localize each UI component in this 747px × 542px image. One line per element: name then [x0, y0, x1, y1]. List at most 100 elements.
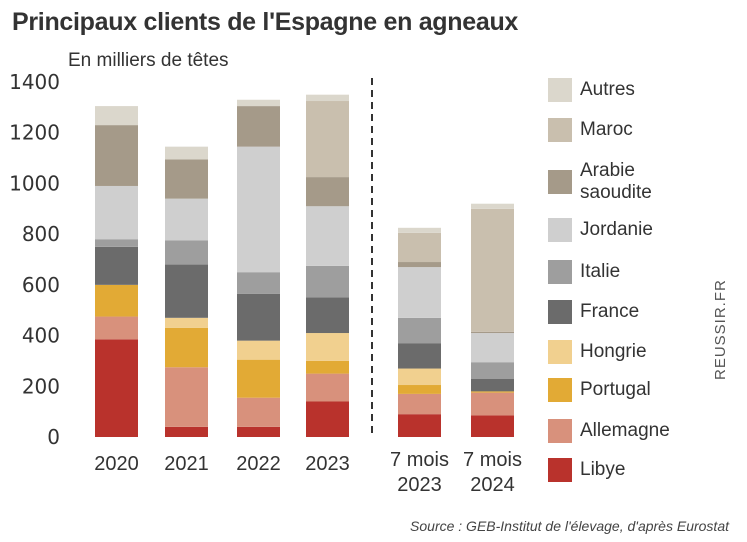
- y-tick-label: 0: [47, 425, 60, 449]
- bar-segment-italie: [398, 317, 441, 344]
- bar-segment-autres: [237, 99, 280, 107]
- legend-label: Arabie saoudite: [580, 160, 652, 203]
- bar-segment-hongrie: [237, 340, 280, 360]
- legend-label: Libye: [580, 459, 626, 480]
- legend-swatch: [548, 378, 572, 402]
- legend-item: Autres: [548, 78, 635, 102]
- legend-swatch: [548, 218, 572, 242]
- bar-segment-libye: [398, 414, 441, 437]
- x-tick-label: 2024: [470, 474, 515, 496]
- bar-segment-libye: [165, 426, 208, 437]
- legend-swatch: [548, 260, 572, 284]
- bar-segment-italie: [237, 272, 280, 294]
- bar-segment-italie: [306, 265, 349, 298]
- legend-swatch: [548, 340, 572, 364]
- legend-item: Libye: [548, 458, 625, 482]
- y-tick-label: 1000: [9, 171, 60, 195]
- bar-segment-allemagne: [95, 316, 138, 340]
- bar-segment-arabie-saoudite: [471, 331, 514, 334]
- legend-label: Maroc: [580, 119, 633, 140]
- bar-segment-libye: [471, 415, 514, 437]
- bar-segment-jordanie: [398, 267, 441, 318]
- bar-segment-jordanie: [471, 333, 514, 363]
- bar-segment-portugal: [471, 391, 514, 393]
- x-tick-label: 2023: [305, 453, 350, 475]
- x-tick-label: 7 mois: [390, 449, 449, 471]
- bar-segment-portugal: [237, 359, 280, 398]
- bar-segment-portugal: [165, 327, 208, 368]
- legend-item: Portugal: [548, 378, 651, 402]
- legend-label: France: [580, 301, 640, 322]
- y-tick-label: 600: [22, 273, 60, 297]
- legend-item: Italie: [548, 260, 620, 284]
- bar-segment-france: [165, 264, 208, 318]
- y-tick-label: 200: [22, 374, 60, 398]
- source-note: Source : GEB-Institut de l'élevage, d'ap…: [410, 518, 729, 534]
- x-tick-label: 2021: [164, 453, 209, 475]
- legend-swatch: [548, 300, 572, 324]
- bar-segment-jordanie: [237, 146, 280, 273]
- bar-segment-france: [237, 293, 280, 341]
- legend-label: Autres: [580, 79, 635, 100]
- bar-segment-portugal: [398, 385, 441, 394]
- bar-segment-maroc: [398, 232, 441, 263]
- legend-swatch: [548, 78, 572, 102]
- legend-swatch: [548, 419, 572, 443]
- bar-segment-arabie-saoudite: [306, 177, 349, 207]
- legend-item: Allemagne: [548, 419, 670, 443]
- bar-segment-autres: [165, 146, 208, 160]
- bar-segment-italie: [471, 362, 514, 379]
- bar-segment-libye: [95, 339, 138, 437]
- bar-segment-autres: [306, 94, 349, 102]
- bar-segment-portugal: [95, 284, 138, 317]
- bar-segment-portugal: [306, 360, 349, 374]
- y-tick-label: 1200: [9, 121, 60, 145]
- bar-segment-autres: [471, 203, 514, 209]
- legend-swatch: [548, 118, 572, 142]
- bar-segment-libye: [237, 426, 280, 437]
- legend-swatch: [548, 458, 572, 482]
- bar-segment-allemagne: [237, 397, 280, 427]
- bar-segment-arabie-saoudite: [237, 106, 280, 147]
- bar-segment-autres: [95, 106, 138, 126]
- site-credit: REUSSIR.FR: [712, 279, 729, 380]
- legend-label: Italie: [580, 261, 621, 282]
- legend-swatch: [548, 170, 572, 194]
- legend-item: Jordanie: [548, 218, 653, 242]
- bar-segment-autres: [398, 227, 441, 233]
- y-tick-label: 400: [22, 324, 60, 348]
- bar-segment-maroc: [471, 208, 514, 332]
- bar-segment-allemagne: [471, 392, 514, 416]
- legend-item: France: [548, 300, 639, 324]
- bar-segment-allemagne: [306, 373, 349, 402]
- legend-item: Hongrie: [548, 340, 647, 364]
- bar-segment-hongrie: [306, 333, 349, 361]
- x-tick-label: 2023: [397, 474, 442, 496]
- legend-label: Jordanie: [580, 219, 653, 240]
- bar-segment-jordanie: [95, 185, 138, 240]
- bar-segment-hongrie: [165, 317, 208, 328]
- bar-segment-france: [95, 246, 138, 285]
- x-tick-label: 2020: [94, 453, 139, 475]
- bar-segment-arabie-saoudite: [95, 125, 138, 186]
- legend-label: Hongrie: [580, 341, 647, 362]
- bar-segment-jordanie: [165, 198, 208, 241]
- chart-title: Principaux clients de l'Espagne en agnea…: [12, 8, 519, 36]
- bar-segment-jordanie: [306, 206, 349, 266]
- y-tick-label: 1400: [9, 70, 60, 94]
- bar-segment-arabie-saoudite: [165, 159, 208, 199]
- x-tick-label: 2022: [236, 453, 281, 475]
- y-axis-unit-label: En milliers de têtes: [68, 50, 229, 71]
- bar-segment-france: [471, 378, 514, 392]
- bar-segment-france: [398, 343, 441, 369]
- bar-segment-libye: [306, 401, 349, 437]
- bar-segment-hongrie: [398, 368, 441, 386]
- x-tick-label: 7 mois: [463, 449, 522, 471]
- bar-segment-france: [306, 297, 349, 334]
- bar-segment-italie: [95, 239, 138, 247]
- y-tick-label: 800: [22, 222, 60, 246]
- bar-segment-allemagne: [398, 393, 441, 415]
- bar-segment-allemagne: [165, 367, 208, 427]
- bar-segment-italie: [165, 240, 208, 265]
